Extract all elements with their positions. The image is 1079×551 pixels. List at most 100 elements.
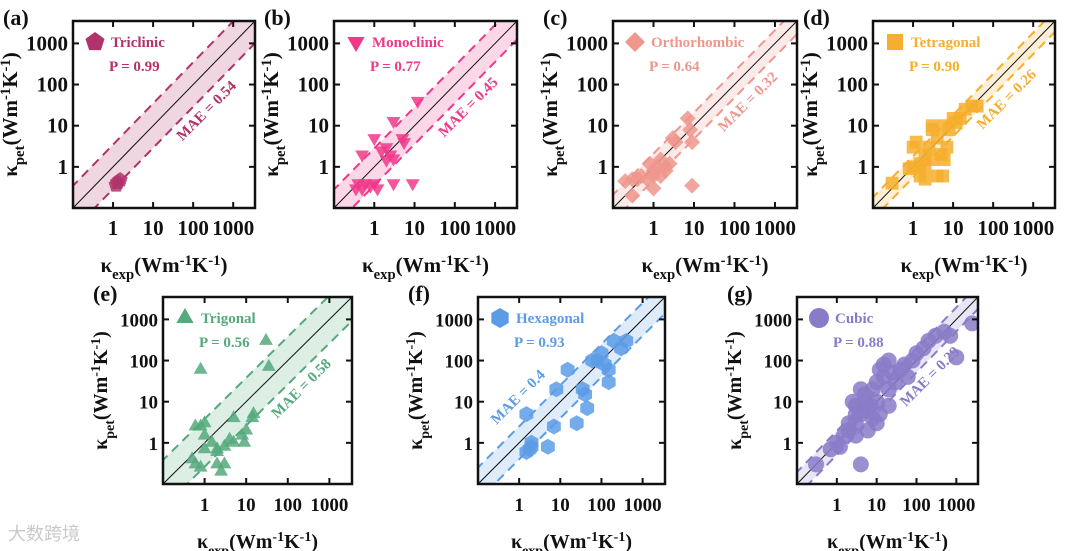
data-point (909, 135, 923, 149)
x-axis-label: κexp(Wm-1K-1) (900, 253, 1027, 283)
axis-label-exp1: -1 (721, 253, 733, 269)
legend-label: Hexagonal (516, 311, 584, 327)
legend-marker (347, 37, 365, 52)
axis-label-symbol: κ (90, 439, 112, 450)
x-axis-label: κexp(Wm-1K-1) (362, 253, 489, 283)
data-point (852, 381, 869, 398)
data-point (578, 386, 593, 403)
y-tick-label: 1 (783, 434, 793, 455)
data-point (684, 177, 701, 194)
y-tick-label: 1000 (754, 310, 792, 331)
legend-marker (491, 308, 509, 328)
axis-label-mid: K (598, 531, 614, 551)
axis-label-sub: pet (12, 145, 28, 165)
y-tick-label: 100 (130, 352, 159, 373)
axis-label-symbol: κ (641, 253, 653, 277)
data-point (601, 374, 616, 391)
axis-label-post: ) (1021, 253, 1028, 277)
data-point (619, 332, 634, 349)
panel-f: 11101010010010001000κexp(Wm-1K-1)κpet(Wm… (404, 281, 667, 551)
data-point (597, 356, 612, 373)
axis-label-exp1: -1 (272, 530, 284, 545)
axis-label-sub: pet (552, 145, 568, 165)
pearson-label: P = 0.77 (370, 59, 421, 75)
data-point (569, 415, 584, 432)
data-point (245, 410, 260, 423)
mae-lower-line (350, 38, 517, 208)
x-tick-label: 100 (274, 495, 303, 516)
axis-label-exp2: -1 (0, 59, 14, 71)
data-point (197, 427, 212, 440)
plot-area (873, 21, 1055, 208)
axis-label-symbol: κ (197, 531, 208, 551)
legend-marker (625, 32, 645, 52)
y-tick-label: 10 (847, 114, 868, 138)
x-tick-label: 100 (177, 216, 209, 240)
axis-label-sub: exp (653, 267, 675, 283)
data-point (880, 397, 897, 414)
data-point (540, 438, 555, 455)
y-axis-label: κpet(Wm-1K-1) (404, 331, 433, 450)
axis-label-mid: K (405, 349, 427, 365)
panel-c: 11101010010010001000κexp(Wm-1K-1)κpet(Wm… (538, 5, 799, 283)
panel-letter: (c) (543, 5, 567, 30)
axis-label-exp1: -1 (980, 253, 992, 269)
data-point (936, 169, 950, 183)
axis-label-symbol: κ (827, 531, 838, 551)
y-tick-label: 10 (47, 114, 68, 138)
data-point (210, 444, 225, 456)
mae-upper-line (163, 297, 330, 462)
data-point (214, 463, 229, 476)
x-tick-label: 1 (514, 495, 524, 516)
legend-label: Orthorhombic (651, 35, 745, 51)
legend-marker (809, 308, 829, 328)
mae-upper-line (73, 21, 235, 188)
data-point (235, 427, 250, 440)
y-axis-label: κpet(Wm-1K-1) (0, 52, 28, 177)
axis-label-exp1: -1 (798, 88, 814, 100)
data-point (852, 456, 869, 473)
y-tick-label: 1 (598, 155, 609, 179)
x-tick-label: 1 (908, 216, 919, 240)
data-point (370, 184, 385, 197)
data-point (682, 121, 699, 138)
plot-frame (476, 295, 667, 486)
axis-label-exp1: -1 (0, 88, 14, 100)
y-tick-label: 1000 (566, 31, 608, 55)
axis-label-mid: K (259, 71, 283, 88)
axis-label-exp2: -1 (300, 530, 312, 545)
axis-label-post: ) (0, 52, 22, 59)
mae-upper-line (613, 21, 786, 197)
axis-label-exp2: -1 (404, 338, 419, 350)
data-point (237, 434, 252, 447)
y-tick-label: 1000 (826, 31, 868, 55)
axis-label-sub: exp (522, 544, 543, 551)
axis-label-exp1: -1 (259, 88, 275, 100)
y-tick-label: 100 (445, 352, 474, 373)
axis-label-sub: exp (208, 544, 229, 551)
data-point (386, 154, 401, 167)
axis-label-exp2: -1 (798, 59, 814, 71)
axis-label-symbol: κ (900, 253, 912, 277)
axis-label-mid: K (284, 531, 300, 551)
mae-lower-line (93, 41, 255, 208)
x-tick-label: 1000 (624, 495, 662, 516)
axis-label-sub: exp (912, 267, 934, 283)
axis-label-exp1: -1 (180, 253, 192, 269)
axis-label-pre: (Wm (229, 531, 273, 551)
x-tick-label: 10 (237, 495, 256, 516)
y-axis-label: κpet(Wm-1K-1) (723, 331, 752, 450)
y-tick-label: 100 (37, 73, 69, 97)
axis-label-sub: pet (103, 420, 118, 439)
panel-b: 11101010010010001000κexp(Wm-1K-1)κpet(Wm… (259, 5, 519, 283)
plot-area (73, 21, 255, 208)
plot-area (163, 297, 352, 484)
plot-area (478, 297, 665, 484)
data-point (410, 96, 425, 109)
panel-g: 11101010010010001000κexp(Wm-1K-1)κpet(Wm… (723, 281, 980, 551)
x-axis-label: κexp(Wm-1K-1) (197, 530, 318, 551)
data-point (519, 406, 534, 423)
axis-label-post: ) (311, 531, 318, 551)
data-point (679, 110, 696, 127)
x-tick-label: 1000 (1012, 216, 1054, 240)
